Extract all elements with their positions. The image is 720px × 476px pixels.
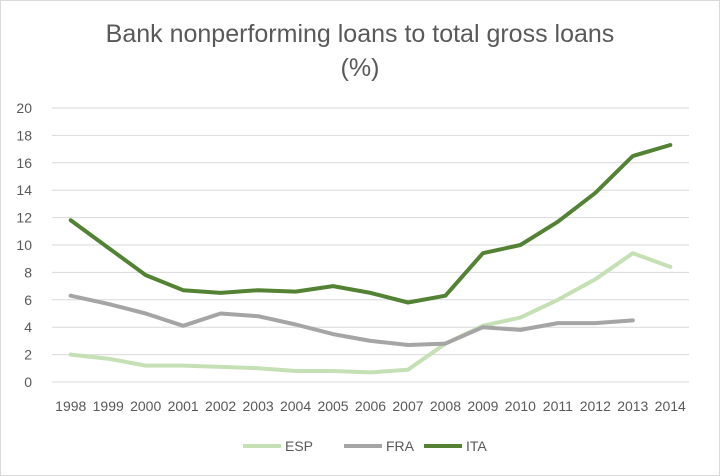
legend: ESP FRA ITA	[243, 438, 487, 454]
x-tick-label: 1998	[55, 398, 86, 414]
x-tick-label: 2006	[355, 398, 386, 414]
x-tick-label: 2010	[505, 398, 536, 414]
x-tick-label: 2013	[617, 398, 648, 414]
x-axis-ticks: 1998 1999 2000 2001 2002 2003 2004 2005 2006 2007…	[55, 398, 686, 414]
y-tick-label: 2	[24, 347, 32, 363]
x-tick-label: 2005	[317, 398, 348, 414]
y-tick-label: 4	[24, 319, 32, 335]
x-tick-label: 2003	[243, 398, 274, 414]
x-tick-label: 2001	[168, 398, 199, 414]
legend-label-esp: ESP	[285, 438, 313, 454]
chart-title-unit: (%)	[340, 54, 380, 82]
x-tick-label: 1999	[93, 398, 124, 414]
y-tick-label: 16	[16, 155, 32, 171]
y-tick-label: 14	[16, 182, 32, 198]
y-axis-ticks: 0 2 4 6 8 10 12 14 16 18 20	[16, 100, 32, 390]
x-tick-label: 2008	[430, 398, 461, 414]
y-tick-label: 20	[16, 100, 32, 116]
legend-label-ita: ITA	[466, 438, 487, 454]
y-tick-label: 18	[16, 127, 32, 143]
y-tick-label: 6	[24, 292, 32, 308]
x-tick-label: 2007	[392, 398, 423, 414]
x-tick-label: 2004	[280, 398, 311, 414]
series-line-esp	[68, 251, 673, 375]
x-tick-label: 2011	[543, 398, 573, 414]
x-tick-label: 2012	[580, 398, 611, 414]
y-tick-label: 12	[16, 210, 32, 226]
series-lines	[68, 143, 673, 375]
y-tick-label: 10	[16, 237, 32, 253]
y-tick-label: 0	[24, 374, 32, 390]
x-tick-label: 2000	[130, 398, 161, 414]
x-tick-label: 2014	[655, 398, 686, 414]
x-tick-label: 2009	[467, 398, 498, 414]
x-tick-label: 2002	[205, 398, 236, 414]
legend-label-fra: FRA	[386, 438, 415, 454]
gridlines	[52, 107, 689, 383]
y-tick-label: 8	[24, 264, 32, 280]
series-line-fra	[68, 293, 635, 347]
series-line-ita	[68, 143, 673, 305]
chart-title: Bank nonperforming loans to total gross …	[105, 20, 615, 48]
